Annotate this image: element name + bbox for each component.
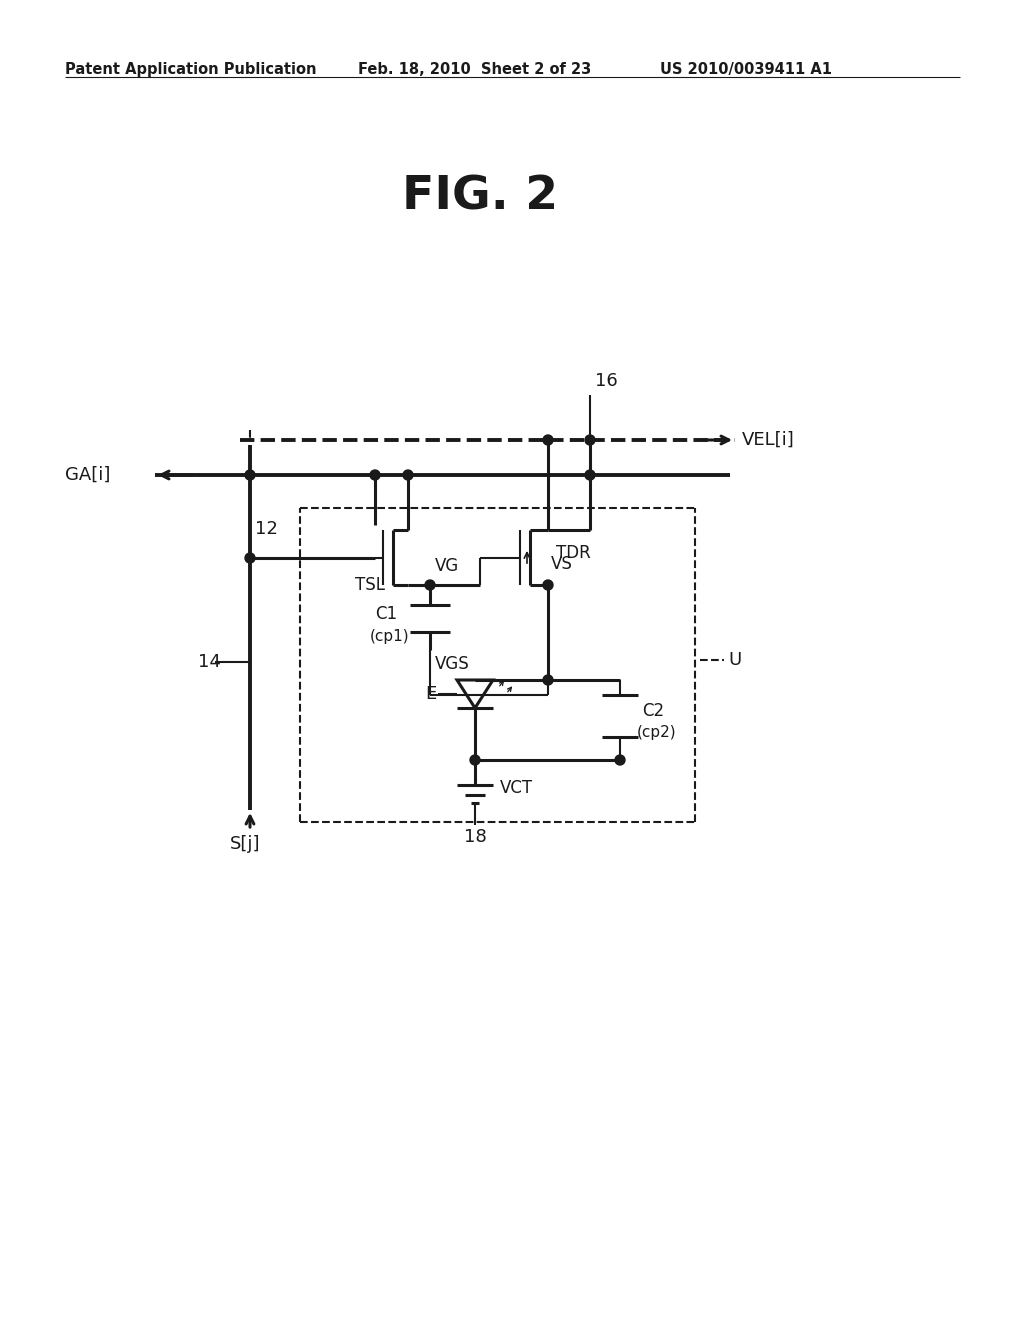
Circle shape xyxy=(245,470,255,480)
Circle shape xyxy=(543,579,553,590)
Circle shape xyxy=(470,755,480,766)
Text: U: U xyxy=(728,651,741,669)
Circle shape xyxy=(425,579,435,590)
Circle shape xyxy=(403,470,413,480)
Text: US 2010/0039411 A1: US 2010/0039411 A1 xyxy=(660,62,831,77)
Text: S[j]: S[j] xyxy=(229,836,260,853)
Text: FIG. 2: FIG. 2 xyxy=(402,176,558,220)
Circle shape xyxy=(585,436,595,445)
Text: (cp1): (cp1) xyxy=(370,630,410,644)
Text: 14: 14 xyxy=(198,653,221,671)
Text: GA[i]: GA[i] xyxy=(65,466,111,484)
Text: VEL[i]: VEL[i] xyxy=(742,432,795,449)
Circle shape xyxy=(585,470,595,480)
Text: 16: 16 xyxy=(595,372,617,389)
Text: 12: 12 xyxy=(255,520,278,539)
Text: VS: VS xyxy=(551,554,572,573)
Circle shape xyxy=(543,436,553,445)
Text: VGS: VGS xyxy=(435,655,470,673)
Text: Feb. 18, 2010  Sheet 2 of 23: Feb. 18, 2010 Sheet 2 of 23 xyxy=(358,62,591,77)
Text: C1: C1 xyxy=(375,605,397,623)
Text: VG: VG xyxy=(435,557,459,576)
Text: VCT: VCT xyxy=(500,779,534,797)
Circle shape xyxy=(543,675,553,685)
Circle shape xyxy=(615,755,625,766)
Text: TDR: TDR xyxy=(556,544,591,562)
Text: Patent Application Publication: Patent Application Publication xyxy=(65,62,316,77)
Text: 18: 18 xyxy=(464,828,486,846)
Text: C2: C2 xyxy=(642,702,665,719)
Text: TSL: TSL xyxy=(355,576,385,594)
Text: (cp2): (cp2) xyxy=(637,725,677,739)
Circle shape xyxy=(245,553,255,564)
Circle shape xyxy=(370,470,380,480)
Text: E: E xyxy=(425,685,436,704)
